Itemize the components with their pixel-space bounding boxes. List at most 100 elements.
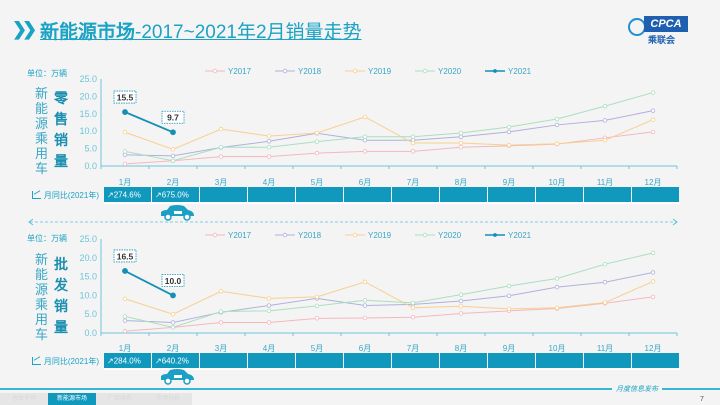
yoy-cell	[536, 353, 583, 368]
data-point-Y2020	[122, 314, 128, 319]
x-tick-label: 12月	[645, 344, 662, 353]
data-point-Y2020	[170, 325, 176, 330]
legend-label: Y2020	[438, 231, 462, 240]
data-label: 9.7	[167, 113, 179, 123]
side-label-retail: 新能源乘用车	[34, 86, 48, 176]
data-point-Y2020	[266, 145, 272, 150]
y-tick-label: 25.0	[79, 74, 97, 84]
legend-marker	[352, 68, 358, 74]
data-point-Y2017	[362, 149, 368, 154]
yoy-cell	[488, 353, 535, 368]
data-point-Y2019	[266, 133, 272, 139]
data-point-Y2019	[218, 126, 224, 132]
x-tick-label: 3月	[215, 344, 227, 353]
x-tick-label: 2月	[167, 178, 179, 187]
footer-divider	[0, 388, 720, 390]
data-point-Y2019	[650, 117, 656, 122]
logo-text: CPCA	[644, 16, 688, 32]
data-point-Y2018	[122, 318, 128, 323]
data-point-Y2020	[362, 134, 368, 139]
data-point-Y2020	[410, 300, 416, 306]
data-label: 15.5	[117, 93, 134, 103]
yoy-cell	[296, 353, 343, 368]
data-point-Y2019	[410, 305, 416, 311]
yoy-cell	[344, 353, 391, 368]
data-label: 10.0	[165, 276, 182, 286]
data-point-Y2018	[362, 138, 368, 143]
y-tick-label: 25.0	[79, 234, 97, 244]
data-point-Y2019	[314, 294, 320, 300]
data-point-Y2020	[218, 145, 224, 150]
data-point-Y2017	[314, 316, 320, 321]
data-label-box	[161, 110, 185, 124]
data-point-Y2019	[602, 138, 608, 143]
data-point-Y2017	[266, 154, 272, 159]
x-tick-label: 9月	[503, 178, 515, 187]
y-tick-label: 20.0	[79, 91, 97, 101]
tab-overall-market[interactable]: 总体市场	[0, 393, 48, 405]
tab-manufacturer-ranking[interactable]: 厂商排名	[96, 393, 144, 405]
legend-marker	[493, 233, 497, 237]
publish-label: 月度信息发布	[612, 385, 662, 394]
chart-retail: 0.0 5.0 10.0 15.0 20.0 25.0 1月 2月 3月 4月 5月 6月 7月 8月 9月…	[28, 67, 680, 226]
yoy-cell	[488, 187, 535, 202]
x-tick-label: 11月	[597, 178, 613, 187]
side-label-wholesale: 新能源乘用车	[34, 252, 48, 342]
tab-market-analysis[interactable]: 市场分析	[144, 393, 192, 405]
title-prefix: 新能源市场	[40, 22, 136, 43]
x-tick-label: 4月	[263, 178, 275, 187]
arrow-right-icon	[672, 218, 678, 226]
data-point-Y2018	[506, 293, 512, 298]
trend-chart-icon	[31, 357, 41, 365]
data-point-Y2017	[314, 150, 320, 156]
double-chevron-right-icon: ❯❯	[12, 19, 37, 39]
legend-marker	[282, 232, 288, 238]
series-line-Y2020	[124, 92, 654, 162]
x-tick-label: 12月	[645, 178, 662, 187]
series-line-Y2021	[124, 270, 174, 297]
footer-tabs: 总体市场 新能源市场 厂商排名 市场分析	[0, 393, 192, 405]
arrow-left-icon	[28, 218, 34, 226]
series-line-Y2019	[124, 116, 654, 150]
data-point-Y2018	[170, 320, 176, 325]
tab-nev-market[interactable]: 新能源市场	[48, 393, 96, 405]
data-point-Y2020	[650, 90, 656, 95]
car-icon	[161, 205, 194, 221]
trend-chart-icon	[31, 191, 41, 199]
metric-label-retail: 零售销量	[54, 90, 68, 169]
data-point-Y2018	[650, 270, 656, 275]
yoy-cell	[104, 187, 151, 202]
yoy-cell	[632, 353, 679, 368]
data-point-Y2018	[602, 280, 608, 285]
data-point-Y2020	[554, 276, 560, 281]
data-point-Y2020	[458, 130, 464, 136]
x-tick-label: 1月	[119, 344, 131, 353]
data-point-Y2020	[602, 261, 608, 267]
data-point-Y2019	[362, 114, 368, 120]
data-label: 16.5	[117, 251, 134, 261]
unit-label-retail: 单位：万辆	[27, 69, 67, 78]
x-tick-label: 5月	[311, 178, 323, 187]
x-tick-label: 3月	[215, 178, 227, 187]
yoy-cell	[200, 353, 247, 368]
data-point-Y2017	[410, 315, 416, 320]
yoy-cell	[632, 187, 679, 202]
yoy-cell	[248, 353, 295, 368]
yoy-value: ↗274.6%	[107, 191, 141, 200]
data-point-Y2020	[506, 124, 512, 130]
data-point-Y2018	[458, 298, 464, 304]
x-tick-label: 8月	[455, 344, 467, 353]
data-point-Y2020	[314, 139, 320, 144]
data-label-box	[161, 273, 185, 287]
data-point-Y2018	[122, 152, 128, 158]
data-point-Y2017	[458, 311, 464, 316]
car-wheel	[164, 213, 172, 221]
data-point-Y2020	[410, 134, 416, 139]
data-point-Y2019	[650, 279, 656, 284]
data-point-Y2017	[650, 294, 656, 300]
legend-marker	[422, 232, 428, 238]
legend-label: Y2019	[368, 231, 392, 240]
title-rest: -2017~2021年2月销量走势	[135, 22, 362, 43]
data-point-Y2018	[266, 303, 272, 308]
car-wheel	[183, 213, 191, 221]
